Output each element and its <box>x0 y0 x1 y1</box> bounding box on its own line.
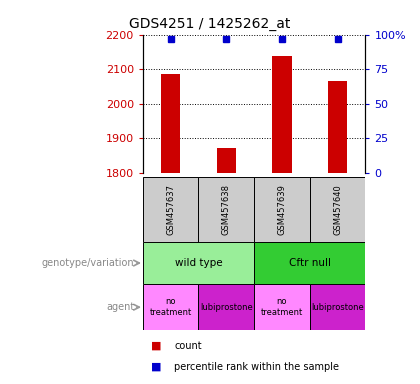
Text: GSM457640: GSM457640 <box>333 184 342 235</box>
Text: count: count <box>174 341 202 351</box>
Text: GSM457638: GSM457638 <box>222 184 231 235</box>
Text: no
treatment: no treatment <box>261 298 303 317</box>
Bar <box>272 56 291 173</box>
Bar <box>310 284 365 330</box>
Bar <box>254 284 310 330</box>
Bar <box>161 74 180 173</box>
Bar <box>254 242 365 284</box>
Text: lubiprostone: lubiprostone <box>200 303 253 312</box>
Text: GSM457637: GSM457637 <box>166 184 175 235</box>
Bar <box>199 284 254 330</box>
Text: Cftr null: Cftr null <box>289 258 331 268</box>
Text: GDS4251 / 1425262_at: GDS4251 / 1425262_at <box>129 17 291 31</box>
Text: genotype/variation: genotype/variation <box>42 258 134 268</box>
Bar <box>328 81 347 173</box>
Bar <box>310 177 365 242</box>
Bar <box>143 177 199 242</box>
Bar <box>254 177 310 242</box>
Text: GSM457639: GSM457639 <box>278 184 286 235</box>
Text: no
treatment: no treatment <box>150 298 192 317</box>
Text: wild type: wild type <box>175 258 222 268</box>
Bar <box>217 148 236 173</box>
Bar <box>199 177 254 242</box>
Text: ■: ■ <box>151 341 162 351</box>
Bar <box>143 284 199 330</box>
Bar <box>143 242 254 284</box>
Text: ■: ■ <box>151 362 162 372</box>
Text: lubiprostone: lubiprostone <box>311 303 364 312</box>
Text: agent: agent <box>106 302 134 312</box>
Text: percentile rank within the sample: percentile rank within the sample <box>174 362 339 372</box>
